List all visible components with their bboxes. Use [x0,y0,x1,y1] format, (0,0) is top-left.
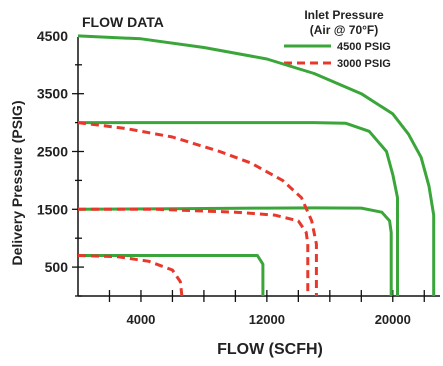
legend-subtitle: (Air @ 70°F) [310,23,379,37]
legend-title: Inlet Pressure [304,8,384,22]
y-tick-label: 3500 [37,86,68,102]
series-2-curve-3 [77,254,184,297]
axes: 500 1500 2500 3500 4500 4000 12000 20000 [37,28,440,327]
y-tick-label: 2500 [37,144,68,160]
legend: Inlet Pressure (Air @ 70°F) 4500 PSIG 300… [284,8,391,70]
x-tick-label: 12000 [249,312,285,327]
x-tick-label: 20000 [375,312,411,327]
y-tick-label: 1500 [37,201,68,217]
series-1-curve-1 [77,34,436,296]
y-axis-label: Delivery Pressure (PSIG) [9,101,25,266]
y-tick-label: 4500 [37,28,68,44]
series-1-curve-4 [78,254,265,296]
x-axis-label: FLOW (SCFH) [217,341,323,358]
legend-label: 4500 PSIG [337,41,391,53]
chart-title: FLOW DATA [82,14,164,30]
series-1-curve-3 [77,206,393,296]
plot-area [77,34,436,297]
series-2-curve-1 [77,121,318,296]
y-tick-label: 500 [45,259,69,275]
series-2-curve-2 [78,207,310,296]
series-1-curve-2 [78,121,399,296]
legend-label: 3000 PSIG [337,58,391,70]
x-tick-label: 4000 [126,312,155,327]
